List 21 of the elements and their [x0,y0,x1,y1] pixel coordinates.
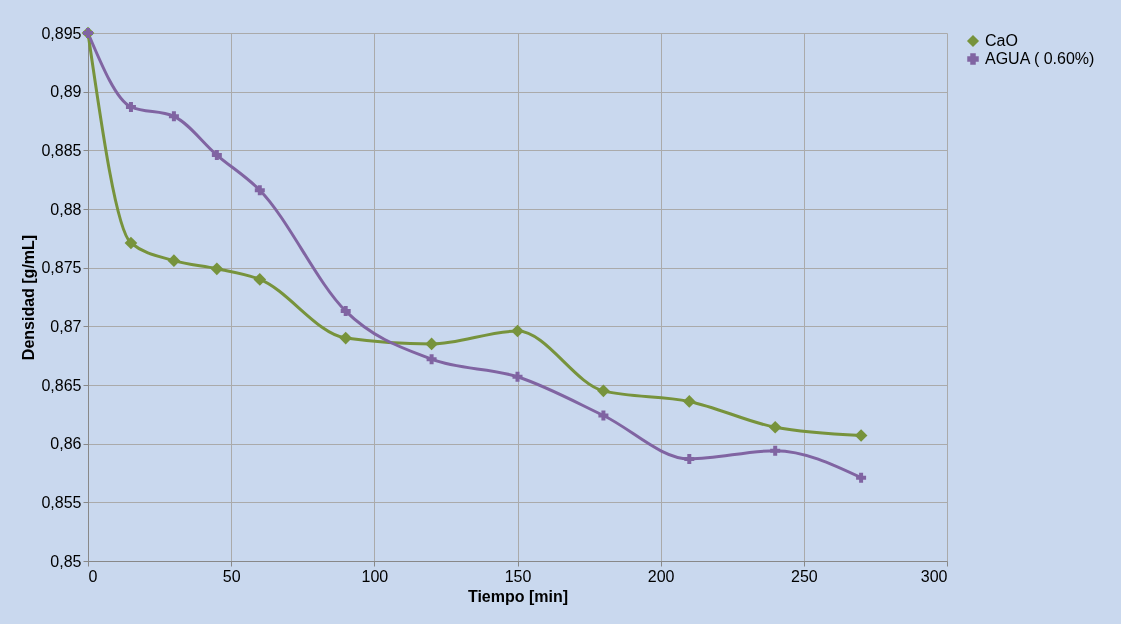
y-tick-label: 0,86 [50,435,82,453]
legend-label: CaO [985,32,1018,49]
x-tick-label: 200 [647,567,675,585]
y-tick-label: 0,855 [41,493,82,511]
y-tick-label: 0,88 [50,200,82,218]
y-tick-label: 0,89 [50,83,82,101]
x-tick-label: 250 [790,567,818,585]
y-tick-label: 0,895 [41,24,82,42]
x-tick-label: 100 [361,567,389,585]
y-tick-label: 0,875 [41,259,82,277]
x-tick-label: 300 [920,567,948,585]
y-tick-label: 0,865 [41,376,82,394]
y-tick-label: 0,85 [50,552,82,570]
y-tick-label: 0,885 [41,141,82,159]
x-tick-label: 0 [88,567,98,585]
x-tick-label: 150 [504,567,532,585]
y-tick-label: 0,87 [50,317,82,335]
x-tick-label: 50 [222,567,241,585]
x-axis-title: Tiempo [min] [467,587,569,605]
y-axis-title: Densidad [g/mL] [20,234,38,361]
legend-label: AGUA ( 0.60%) [985,50,1095,67]
